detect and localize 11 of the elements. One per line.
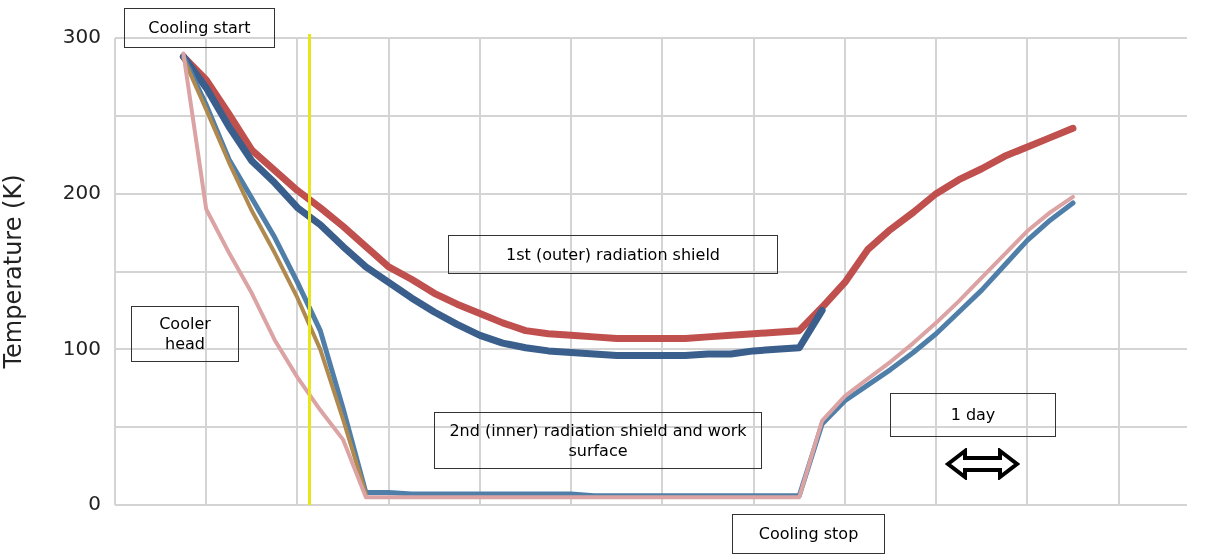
text: Cooling start xyxy=(124,8,275,48)
y-tick-label: 0 xyxy=(88,491,101,516)
annotation: 1 day xyxy=(890,393,1056,437)
annotation: 1st (outer) radiation shield xyxy=(448,235,778,274)
y-tick-label: 200 xyxy=(62,179,101,204)
y-axis-title: Temperature (K) xyxy=(0,174,27,370)
text: Cooling stop xyxy=(732,514,885,554)
y-tick-label: 100 xyxy=(62,335,101,360)
annotation: Cooler head xyxy=(131,306,239,362)
y-tick-label: 300 xyxy=(62,24,101,49)
annotation: 2nd (inner) radiation shield and work surface xyxy=(434,412,762,469)
